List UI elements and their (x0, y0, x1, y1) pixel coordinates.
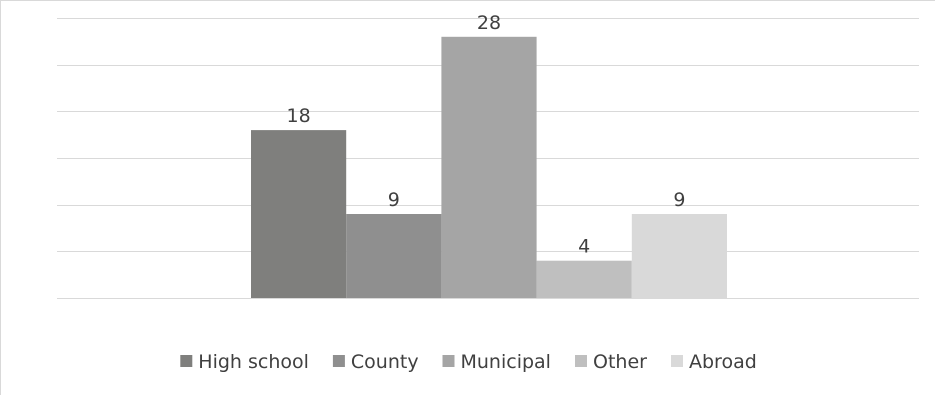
legend-swatch-other (575, 355, 587, 367)
bar-county (346, 214, 442, 298)
legend-swatch-abroad (671, 355, 683, 367)
bar-municipal (441, 36, 537, 299)
bar-high-school (251, 130, 347, 298)
legend-swatch-high-school (180, 355, 193, 367)
legend-label-other: Other (593, 351, 647, 373)
legend-swatch-municipal (442, 355, 455, 367)
bar-abroad (631, 214, 727, 298)
legend: High school County Municipal Other Abroad (180, 351, 757, 373)
legend-swatch-county (332, 355, 345, 367)
legend-label-county: County (351, 351, 419, 373)
data-label-high-school: 18 (287, 105, 311, 127)
bars (251, 36, 727, 299)
legend-label-municipal: Municipal (461, 351, 551, 373)
data-label-other: 4 (578, 236, 590, 258)
legend-label-abroad: Abroad (689, 351, 757, 373)
data-label-county: 9 (388, 189, 400, 211)
data-label-abroad: 9 (673, 189, 685, 211)
data-label-municipal: 28 (477, 12, 501, 34)
bar-other (536, 260, 632, 298)
data-labels: 18 9 28 4 9 (287, 12, 686, 258)
legend-label-high-school: High school (198, 351, 309, 373)
